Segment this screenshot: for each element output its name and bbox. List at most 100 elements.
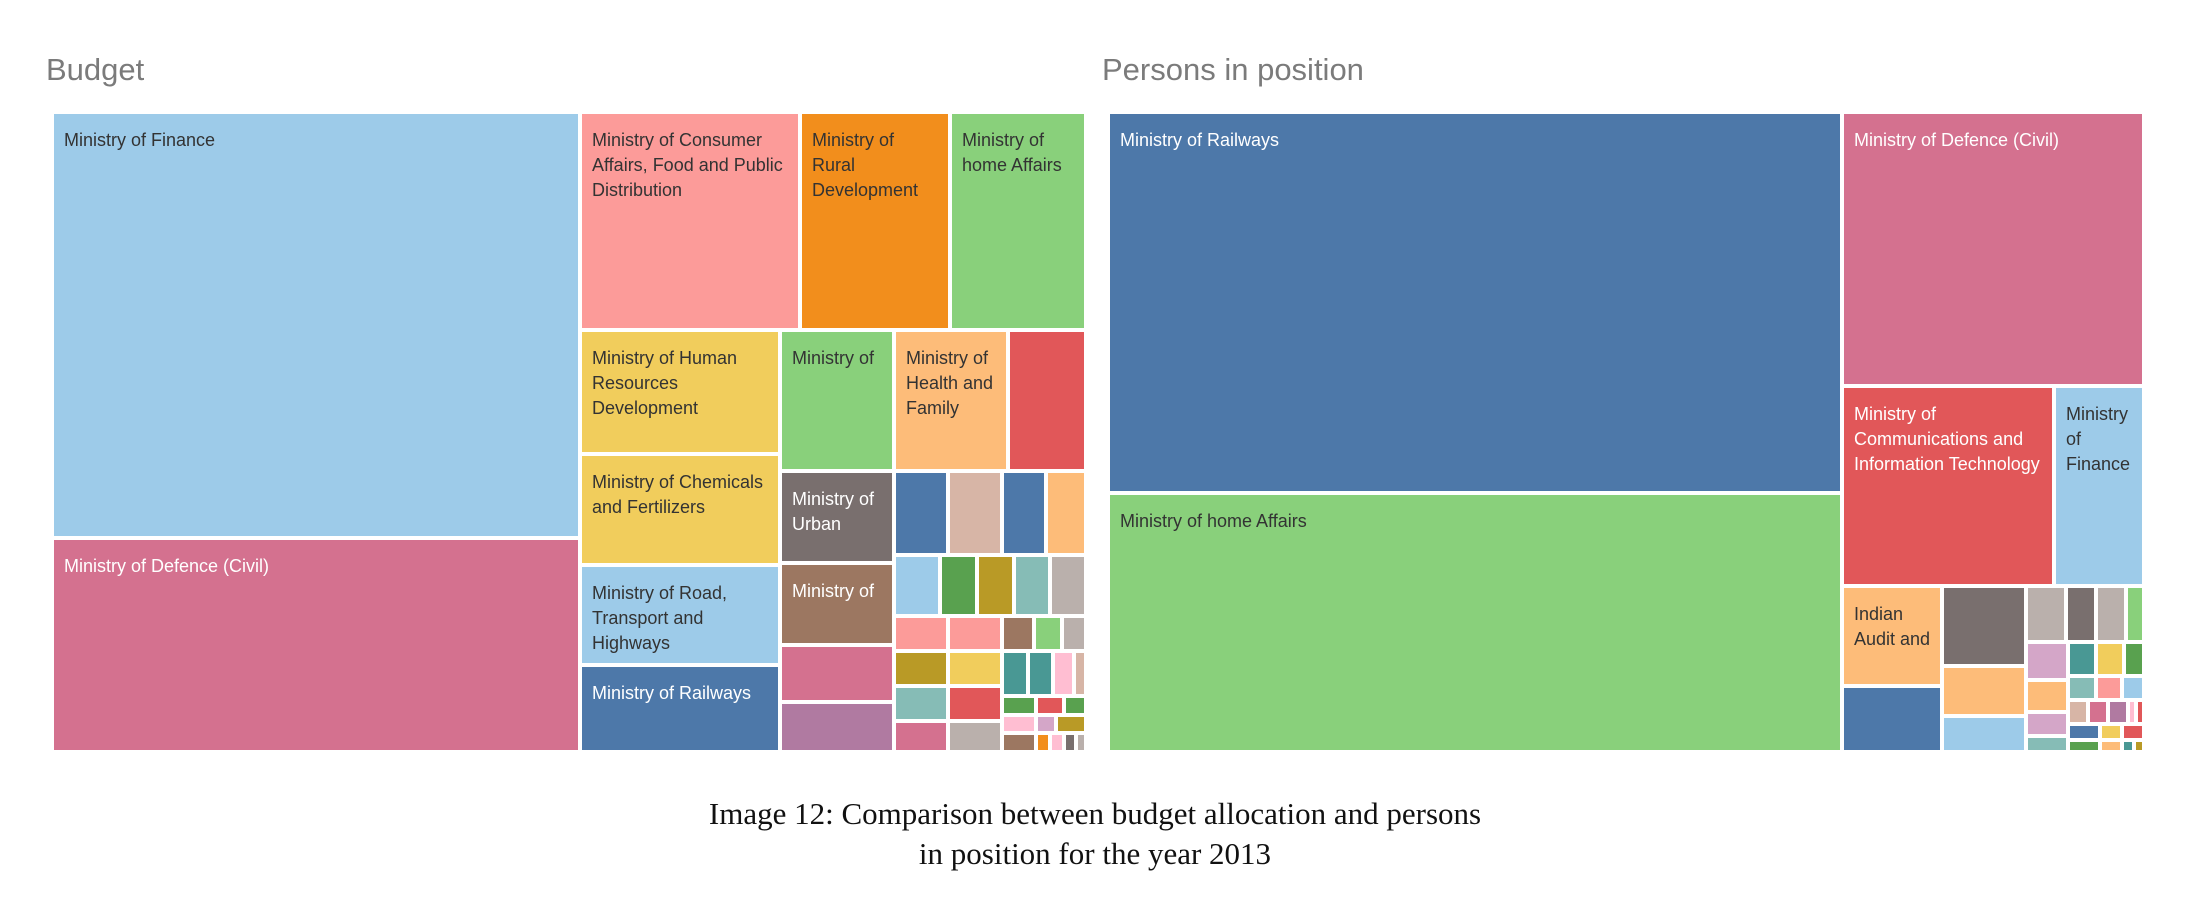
persons-tile-tile-29[interactable] <box>2122 724 2144 740</box>
persons-tile-tile-34[interactable] <box>2128 700 2136 724</box>
budget-tile-ministry-of-consumer-affairs-food-and-public-distribution[interactable]: Ministry of Consumer Affairs, Food and P… <box>580 112 800 330</box>
budget-tile-tile-44[interactable] <box>1036 715 1056 733</box>
budget-tile-tile-31[interactable] <box>948 651 1002 686</box>
budget-tile-ministry-of-defence-civil[interactable]: Ministry of Defence (Civil) <box>52 538 580 752</box>
budget-tile-tile-39[interactable] <box>1074 651 1086 696</box>
budget-tile-tile-17[interactable] <box>948 471 1002 555</box>
budget-tile-tile-34[interactable] <box>1002 651 1028 696</box>
budget-tile-label: Ministry of Human Resources Development <box>592 348 738 418</box>
persons-tile-tile-22[interactable] <box>2026 712 2068 736</box>
budget-tile-tile-38[interactable] <box>1053 651 1074 696</box>
persons-tile-tile-30[interactable] <box>2068 740 2100 752</box>
budget-tile-tile-30[interactable] <box>894 651 948 686</box>
caption-line-1: Image 12: Comparison between budget allo… <box>708 796 1482 831</box>
persons-tile-tile-24[interactable] <box>2088 700 2108 724</box>
budget-tile-label: Ministry of Chemicals and Fertilizers <box>592 472 764 517</box>
persons-tile-tile-35[interactable] <box>2136 700 2144 724</box>
budget-tile-tile-11[interactable] <box>1008 330 1086 471</box>
persons-tile-ministry-of-defence-civil[interactable]: Ministry of Defence (Civil) <box>1842 112 2144 386</box>
persons-tile-tile-17[interactable] <box>2124 642 2144 676</box>
persons-tile-tile-18[interactable] <box>2026 680 2068 712</box>
budget-tile-tile-50[interactable] <box>1076 733 1086 752</box>
persons-tile-tile-27[interactable] <box>2068 724 2100 740</box>
persons-tile-tile-15[interactable] <box>2068 642 2096 676</box>
budget-tile-tile-35[interactable] <box>894 721 948 752</box>
persons-tile-tile-19[interactable] <box>2068 676 2096 700</box>
persons-tile-tile-26[interactable] <box>2026 736 2068 752</box>
budget-tile-tile-41[interactable] <box>1036 696 1064 715</box>
persons-tile-ministry-of-home-affairs[interactable]: Ministry of home Affairs <box>1108 493 1842 752</box>
budget-tile-tile-16[interactable] <box>894 471 948 555</box>
budget-tile-ministry-of-finance[interactable]: Ministry of Finance <box>52 112 580 538</box>
budget-tile-tile-42[interactable] <box>1064 696 1086 715</box>
persons-tile-label: Ministry of Finance <box>2066 404 2131 474</box>
budget-tile-tile-22[interactable] <box>977 555 1014 616</box>
budget-tile-tile-19[interactable] <box>1046 471 1086 555</box>
budget-tile-tile-32[interactable] <box>894 686 948 721</box>
persons-tile-label: Indian Audit and <box>1854 604 1931 649</box>
persons-tile-tile-21[interactable] <box>2122 676 2144 700</box>
persons-tile-tile-6[interactable] <box>1842 686 1942 752</box>
budget-tile-tile-40[interactable] <box>1002 696 1036 715</box>
persons-tile-ministry-of-railways[interactable]: Ministry of Railways <box>1108 112 1842 493</box>
budget-tile-ministry-of-rural-development[interactable]: Ministry of Rural Development <box>800 112 950 330</box>
budget-tile-tile-25[interactable] <box>894 616 948 651</box>
budget-tile-ministry-of-chemicals-and-fertilizers[interactable]: Ministry of Chemicals and Fertilizers <box>580 454 780 565</box>
budget-tile-tile-15[interactable] <box>780 702 894 752</box>
persons-tile-tile-32[interactable] <box>2122 740 2134 752</box>
budget-tile-tile-26[interactable] <box>948 616 1002 651</box>
budget-tile-tile-23[interactable] <box>1014 555 1050 616</box>
budget-tile-ministry-of-home-affairs[interactable]: Ministry of home Affairs <box>950 112 1086 330</box>
persons-tile-tile-9[interactable] <box>1942 716 2026 752</box>
budget-tile-tile-14[interactable] <box>780 645 894 702</box>
budget-tile-tile-47[interactable] <box>1036 733 1050 752</box>
persons-tile-tile-13[interactable] <box>2126 586 2144 642</box>
persons-tile-tile-25[interactable] <box>2108 700 2128 724</box>
budget-tile-tile-43[interactable] <box>1002 715 1036 733</box>
persons-tile-tile-31[interactable] <box>2100 740 2122 752</box>
budget-tile-label: Ministry of Railways <box>592 683 752 703</box>
persons-tile-tile-33[interactable] <box>2134 740 2144 752</box>
persons-tile-tile-11[interactable] <box>2066 586 2096 642</box>
budget-tile-ministry-of-railways[interactable]: Ministry of Railways <box>580 665 780 752</box>
budget-tile-ministry-of-human-resources-development[interactable]: Ministry of Human Resources Development <box>580 330 780 454</box>
persons-tile-tile-20[interactable] <box>2096 676 2122 700</box>
budget-tile-tile-18[interactable] <box>1002 471 1046 555</box>
budget-tile-tile-49[interactable] <box>1064 733 1076 752</box>
persons-tile-tile-16[interactable] <box>2096 642 2124 676</box>
budget-tile-ministry-of-urban[interactable]: Ministry of Urban <box>780 471 894 563</box>
caption-line-2: in position for the year 2013 <box>918 836 1272 871</box>
budget-tile-tile-29[interactable] <box>1062 616 1086 651</box>
budget-tile-tile-36[interactable] <box>948 721 1002 752</box>
budget-tile-ministry-of-road-transport-and-highways[interactable]: Ministry of Road, Transport and Highways <box>580 565 780 665</box>
persons-tile-tile-23[interactable] <box>2068 700 2088 724</box>
persons-tile-ministry-of-communications-and-information-technology[interactable]: Ministry of Communications and Informati… <box>1842 386 2054 586</box>
persons-tile-tile-12[interactable] <box>2096 586 2126 642</box>
budget-tile-tile-27[interactable] <box>1002 616 1034 651</box>
budget-tile-tile-45[interactable] <box>1056 715 1086 733</box>
persons-tile-label: Ministry of home Affairs <box>1120 511 1307 531</box>
persons-tile-indian-audit-and[interactable]: Indian Audit and <box>1842 586 1942 686</box>
budget-tile-tile-37[interactable] <box>1028 651 1053 696</box>
budget-tile-tile-21[interactable] <box>940 555 977 616</box>
budget-tile-tile-28[interactable] <box>1034 616 1062 651</box>
budget-tile-ministry-of-health-and-family[interactable]: Ministry of Health and Family <box>894 330 1008 471</box>
persons-tile-tile-7[interactable] <box>1942 586 2026 666</box>
budget-tile-label: Ministry of Defence (Civil) <box>64 556 270 576</box>
persons-tile-label: Ministry of Defence (Civil) <box>1854 130 2060 150</box>
figure-caption: Image 12: Comparison between budget allo… <box>0 794 2190 874</box>
budget-tile-ministry-of[interactable]: Ministry of <box>780 563 894 645</box>
budget-chart-title: Budget <box>46 52 145 87</box>
persons-tile-tile-8[interactable] <box>1942 666 2026 716</box>
persons-tile-ministry-of-finance[interactable]: Ministry of Finance <box>2054 386 2144 586</box>
budget-tile-tile-48[interactable] <box>1050 733 1064 752</box>
persons-tile-tile-28[interactable] <box>2100 724 2122 740</box>
budget-tile-tile-33[interactable] <box>948 686 1002 721</box>
persons-tile-tile-10[interactable] <box>2026 586 2066 642</box>
budget-tile-tile-24[interactable] <box>1050 555 1086 616</box>
budget-tile-label: Ministry of Finance <box>64 130 216 150</box>
budget-tile-tile-46[interactable] <box>1002 733 1036 752</box>
persons-tile-tile-14[interactable] <box>2026 642 2068 680</box>
budget-tile-tile-20[interactable] <box>894 555 940 616</box>
budget-tile-ministry-of[interactable]: Ministry of <box>780 330 894 471</box>
